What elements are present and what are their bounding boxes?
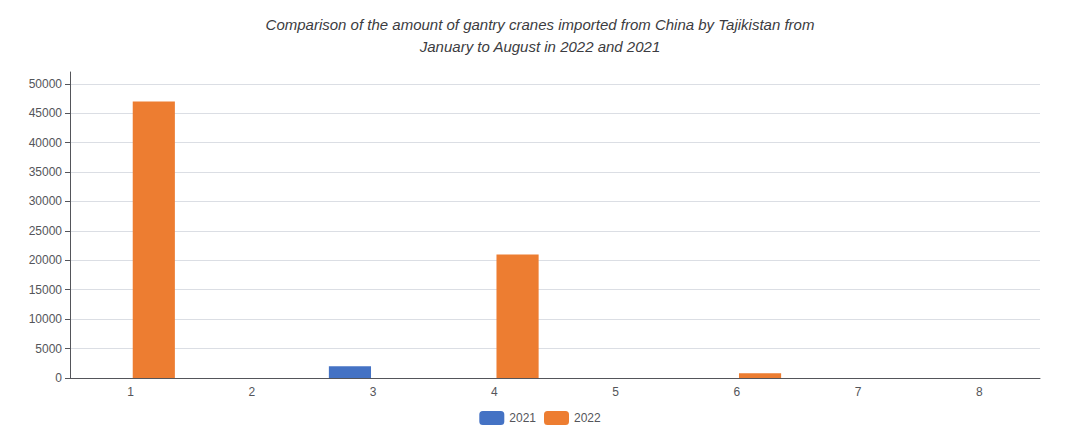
svg-text:8: 8 [976, 385, 983, 399]
svg-text:0: 0 [55, 371, 62, 385]
svg-text:10000: 10000 [29, 312, 63, 326]
svg-text:45000: 45000 [29, 106, 63, 120]
svg-text:20000: 20000 [29, 253, 63, 267]
svg-text:50000: 50000 [29, 77, 63, 91]
svg-text:5000: 5000 [35, 342, 62, 356]
svg-text:35000: 35000 [29, 165, 63, 179]
svg-text:5: 5 [612, 385, 619, 399]
svg-text:Comparison of the amount of ga: Comparison of the amount of gantry crane… [266, 16, 815, 33]
svg-text:25000: 25000 [29, 224, 63, 238]
svg-text:15000: 15000 [29, 283, 63, 297]
svg-text:30000: 30000 [29, 194, 63, 208]
svg-text:1: 1 [127, 385, 134, 399]
svg-text:2: 2 [249, 385, 256, 399]
svg-text:2021: 2021 [509, 411, 536, 425]
svg-text:7: 7 [855, 385, 862, 399]
svg-text:40000: 40000 [29, 136, 63, 150]
svg-text:6: 6 [734, 385, 741, 399]
svg-text:3: 3 [370, 385, 377, 399]
svg-text:January to August in 2022 and: January to August in 2022 and 2021 [419, 38, 660, 55]
svg-text:4: 4 [491, 385, 498, 399]
svg-text:2022: 2022 [574, 411, 601, 425]
